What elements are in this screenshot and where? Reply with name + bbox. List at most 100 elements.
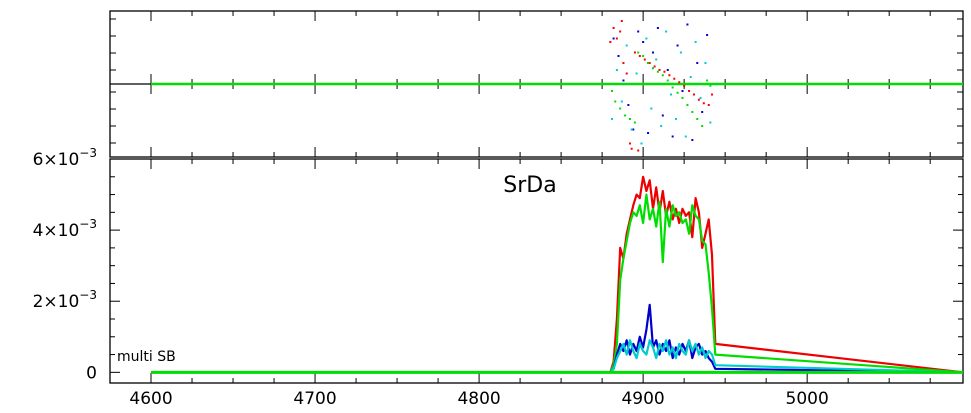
phase-point — [683, 84, 686, 87]
phase-point — [668, 74, 671, 77]
phase-point — [625, 44, 628, 47]
phase-point — [617, 55, 620, 57]
phase-point — [620, 100, 623, 103]
amplitude-series-line — [151, 193, 964, 374]
phase-point — [655, 58, 658, 61]
amplitude-panel-frame — [109, 158, 964, 384]
y-tick-label: 2×10−3 — [33, 288, 97, 312]
phase-point — [629, 118, 632, 120]
multi-sb-annotation: multi SB — [117, 349, 176, 365]
phase-point — [699, 97, 702, 99]
phase-point — [648, 62, 651, 64]
phase-point — [671, 135, 674, 138]
phase-point — [614, 100, 617, 103]
phase-point — [660, 125, 663, 127]
x-tick-label: 5000 — [786, 389, 829, 409]
phase-point — [684, 135, 687, 138]
phase-point — [666, 79, 669, 82]
phase-point — [686, 104, 689, 106]
phase-point — [661, 114, 664, 117]
phase-point — [696, 118, 699, 120]
phase-point — [709, 121, 712, 124]
phase-point — [678, 81, 681, 84]
phase-point — [651, 67, 654, 70]
phase-point — [701, 111, 704, 113]
phase-point — [679, 51, 682, 54]
phase-point — [651, 51, 654, 54]
x-tick-label: 4700 — [293, 389, 336, 409]
phase-point — [625, 72, 628, 75]
phase-point — [670, 93, 673, 96]
phase-point — [661, 74, 664, 77]
phase-point — [642, 55, 645, 57]
phase-point — [671, 86, 674, 89]
phase-point — [612, 37, 615, 40]
phase-point — [635, 72, 638, 75]
y-tick-label: 6×10−3 — [33, 146, 97, 170]
phase-point — [624, 114, 627, 117]
y-tick-label: 0 — [86, 363, 97, 383]
phase-point — [706, 79, 709, 82]
phase-point — [666, 69, 669, 71]
phase-point — [638, 55, 641, 57]
phase-point — [632, 128, 635, 131]
phase-point — [694, 41, 697, 43]
phase-point — [633, 51, 636, 54]
phase-point — [676, 44, 679, 47]
phase-point — [637, 51, 640, 54]
phase-point — [620, 20, 623, 22]
phase-point — [615, 69, 618, 71]
phase-point — [637, 149, 640, 152]
phase-point — [658, 69, 661, 71]
phase-point — [610, 90, 613, 92]
phase-point — [612, 27, 615, 29]
phase-point — [691, 111, 694, 113]
phase-point — [706, 34, 709, 36]
phase-point — [615, 37, 618, 40]
phase-point — [681, 97, 684, 99]
phase-point — [609, 41, 612, 43]
phase-point — [701, 125, 704, 127]
x-tick-label: 4600 — [129, 389, 172, 409]
phase-point — [663, 70, 666, 73]
phase-point — [629, 142, 632, 145]
phase-point — [709, 84, 712, 87]
phase-point — [665, 30, 668, 33]
phase-point — [610, 118, 613, 120]
phase-point — [688, 90, 691, 92]
phase-point — [689, 76, 692, 78]
phase-panel-points — [151, 20, 963, 152]
y-tick-label: 4×10−3 — [33, 217, 97, 241]
phase-point — [633, 121, 636, 124]
phase-point — [627, 104, 630, 106]
phase-point — [647, 132, 650, 134]
phase-point — [676, 91, 679, 94]
phase-point — [707, 104, 710, 106]
phase-point — [681, 90, 684, 92]
phase-point — [630, 128, 633, 131]
phase-point — [642, 41, 645, 43]
phase-point — [619, 30, 622, 33]
phase-point — [637, 30, 640, 33]
phase-point — [711, 93, 714, 96]
amplitude-series-line — [151, 339, 964, 374]
amplitude-panel-lines — [151, 175, 964, 374]
phase-point — [674, 118, 677, 120]
x-tick-label: 4800 — [457, 389, 500, 409]
phase-point — [656, 27, 659, 29]
phase-point — [686, 23, 689, 26]
phase-point — [691, 139, 694, 141]
chart-title: SrDa — [503, 173, 556, 198]
phase-point — [673, 77, 676, 80]
phase-point — [656, 70, 659, 73]
phase-point — [643, 58, 646, 61]
x-tick-label: 4900 — [621, 389, 664, 409]
phase-point — [622, 79, 625, 82]
phase-point — [692, 93, 695, 96]
phase-point — [696, 62, 699, 64]
phase-point — [647, 62, 650, 64]
phase-point — [640, 142, 643, 145]
phase-point — [697, 98, 700, 101]
phase-point — [622, 62, 625, 64]
phase-point — [653, 65, 656, 68]
